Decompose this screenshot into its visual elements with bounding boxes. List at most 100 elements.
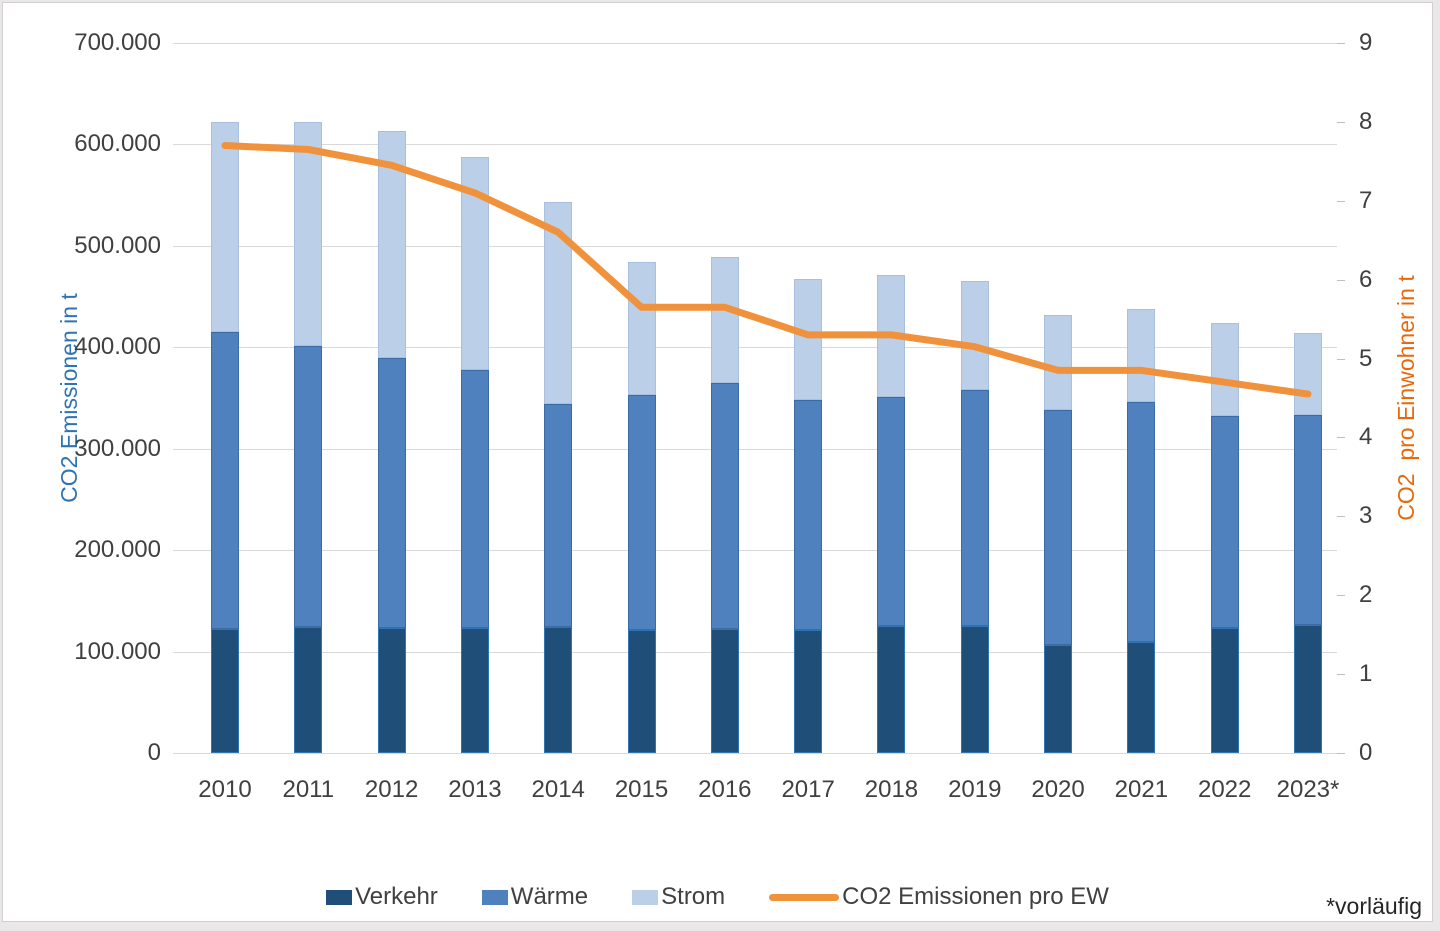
legend-item-verkehr: Verkehr xyxy=(326,883,438,911)
gridline xyxy=(173,651,1337,653)
legend-swatch-w-rme xyxy=(481,889,508,905)
gridline xyxy=(173,347,1337,349)
bar-segment-verkehr-2011 xyxy=(294,627,323,753)
y2-axis-tick-label: 1 xyxy=(1359,660,1373,688)
y2-axis-tick xyxy=(1337,43,1345,44)
y2-axis-tick xyxy=(1337,437,1345,439)
legend-item-co2-emissionen-pro-ew: CO2 Emissionen pro EW xyxy=(769,883,1109,911)
bar-segment-wrme-2014 xyxy=(544,404,573,628)
bar-segment-strom-2010 xyxy=(211,122,239,333)
y-axis-tick-label: 0 xyxy=(147,739,161,766)
x-axis-tick-label: 2010 xyxy=(198,776,252,803)
x-axis-tick-label: 2015 xyxy=(614,776,669,803)
y2-axis-tick-label: 6 xyxy=(1359,265,1373,293)
y2-axis-tick-label: 4 xyxy=(1359,423,1373,451)
bar-segment-wrme-2019 xyxy=(960,389,989,627)
legend-line-swatch-co2-emissionen-pro-ew xyxy=(769,893,840,901)
bar-segment-strom-2022 xyxy=(1210,322,1239,417)
bar-segment-verkehr-2015 xyxy=(627,630,656,753)
left-axis-title: CO2 Emissionen in t xyxy=(56,293,82,503)
y-axis-tick-label: 500.000 xyxy=(74,231,161,259)
legend-swatch-strom xyxy=(632,889,659,905)
bar-segment-strom-2023 xyxy=(1294,333,1322,416)
x-axis-tick-label: 2012 xyxy=(364,776,419,803)
bar-segment-strom-2012 xyxy=(377,131,406,359)
x-axis-tick-label: 2017 xyxy=(781,776,835,803)
legend-item-w-rme: Wärme xyxy=(481,883,589,911)
bar-segment-verkehr-2019 xyxy=(960,626,989,753)
bar-segment-wrme-2022 xyxy=(1210,416,1239,629)
y-axis-tick-label: 600.000 xyxy=(74,130,161,158)
y2-axis-tick-label: 7 xyxy=(1359,186,1373,214)
bar-segment-wrme-2020 xyxy=(1044,410,1073,646)
y2-axis-tick xyxy=(1337,595,1345,597)
x-axis-tick-label: 2020 xyxy=(1031,776,1085,803)
bar-segment-verkehr-2020 xyxy=(1044,645,1073,753)
gridline xyxy=(173,43,1337,44)
y2-axis-tick xyxy=(1337,358,1345,360)
y-axis-tick-label: 400.000 xyxy=(74,333,161,361)
x-axis-tick-label: 2013 xyxy=(448,776,502,803)
bar-segment-wrme-2012 xyxy=(377,358,406,629)
bar-segment-verkehr-2012 xyxy=(377,628,406,753)
x-axis-tick-label: 2018 xyxy=(864,776,919,803)
y-axis-tick-label: 700.000 xyxy=(74,29,161,56)
bar-segment-wrme-2021 xyxy=(1127,402,1156,643)
legend-item-strom: Strom xyxy=(632,883,725,911)
y2-axis-tick-label: 9 xyxy=(1359,29,1373,56)
bar-segment-strom-2014 xyxy=(544,202,573,405)
y2-axis-tick xyxy=(1337,753,1345,754)
y2-axis-tick-label: 5 xyxy=(1359,344,1373,372)
bar-segment-verkehr-2018 xyxy=(877,626,906,753)
y-axis-tick-label: 300.000 xyxy=(74,434,161,462)
legend-label: CO2 Emissionen pro EW xyxy=(842,883,1109,910)
x-axis-tick-label: 2016 xyxy=(698,776,752,803)
bar-segment-verkehr-2017 xyxy=(794,630,823,753)
legend: Verkehr Wärme Strom CO2 Emissionen pro EW xyxy=(3,883,1432,911)
y2-axis-tick-label: 3 xyxy=(1359,502,1373,530)
footnote: *vorläufig xyxy=(1326,893,1422,919)
gridline xyxy=(173,550,1337,552)
bar-segment-strom-2013 xyxy=(460,156,489,370)
bar-segment-strom-2019 xyxy=(960,281,989,390)
bar-segment-wrme-2015 xyxy=(627,394,656,631)
bar-segment-verkehr-2021 xyxy=(1127,642,1156,753)
x-axis-tick-label: 2014 xyxy=(531,776,585,803)
x-axis-tick-label: 2023* xyxy=(1276,776,1340,803)
bar-segment-strom-2017 xyxy=(794,279,823,401)
bar-segment-strom-2015 xyxy=(627,262,656,395)
bar-segment-wrme-2018 xyxy=(877,396,906,627)
y-axis-tick-label: 100.000 xyxy=(74,637,161,665)
gridline xyxy=(173,448,1337,450)
gridline xyxy=(173,144,1337,146)
x-axis-tick-label: 2011 xyxy=(282,776,335,803)
bar-segment-verkehr-2014 xyxy=(544,627,573,753)
y2-axis-tick-label: 8 xyxy=(1359,107,1373,135)
bar-segment-wrme-2017 xyxy=(794,400,823,631)
bar-segment-wrme-2023 xyxy=(1294,415,1322,626)
y2-axis-tick xyxy=(1337,279,1345,281)
bar-segment-wrme-2010 xyxy=(211,332,239,630)
y2-axis-tick xyxy=(1337,674,1345,676)
legend-swatch-verkehr xyxy=(326,889,353,905)
bar-segment-wrme-2013 xyxy=(460,369,489,629)
legend-label: Strom xyxy=(661,883,726,910)
y-axis-tick-label: 200.000 xyxy=(74,536,161,564)
x-axis-tick-label: 2022 xyxy=(1197,776,1252,803)
bar-segment-wrme-2011 xyxy=(294,346,323,628)
x-axis-tick-label: 2021 xyxy=(1114,776,1169,803)
bar-segment-strom-2011 xyxy=(294,122,323,347)
bar-segment-strom-2020 xyxy=(1044,314,1073,411)
gridline xyxy=(173,753,1337,754)
bar-segment-verkehr-2016 xyxy=(710,629,739,753)
bar-segment-verkehr-2022 xyxy=(1210,628,1239,753)
legend-label: Wärme xyxy=(510,883,589,910)
legend-label: Verkehr xyxy=(355,883,438,910)
bar-segment-verkehr-2010 xyxy=(211,629,239,753)
y2-axis-tick-label: 2 xyxy=(1359,581,1373,609)
bar-segment-strom-2016 xyxy=(710,257,739,383)
y2-axis-tick xyxy=(1337,200,1345,202)
y2-axis-tick-label: 0 xyxy=(1359,739,1373,766)
bar-segment-verkehr-2023 xyxy=(1294,625,1322,753)
